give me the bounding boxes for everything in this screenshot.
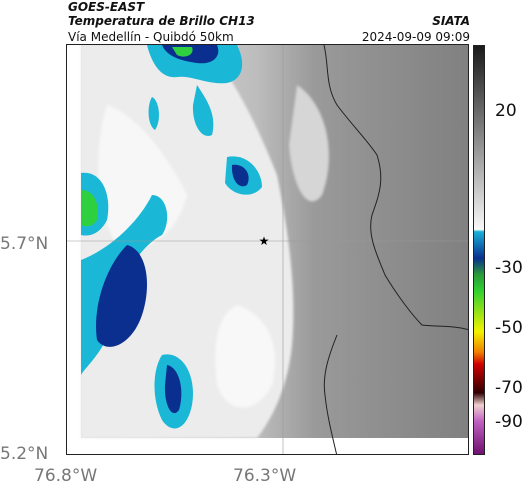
colorbar-tick: -90 (495, 412, 523, 432)
source-title: GOES-EAST (68, 0, 145, 14)
colorbar (473, 45, 485, 455)
colorbar-tick: -30 (495, 258, 523, 278)
colorbar-tick: -70 (495, 378, 523, 398)
credit-label: SIATA (432, 14, 470, 28)
location-star-icon: ★ (259, 234, 270, 248)
map-canvas: ★ (67, 45, 468, 454)
lat-label-south: 5.2°N (0, 444, 49, 464)
colorbar-scale (474, 46, 484, 454)
colorbar-tick: 20 (495, 101, 517, 121)
lon-label-east: 76.3°W (233, 466, 297, 486)
border-line (323, 45, 468, 331)
timestamp-label: 2024-09-09 09:09 (361, 30, 470, 44)
cold-cloud-tops (81, 45, 262, 429)
satellite-map[interactable]: ★ (66, 44, 469, 455)
colorbar-tick: -50 (495, 318, 523, 338)
lat-label-north: 5.7°N (0, 234, 49, 254)
coast-line (323, 334, 338, 454)
lon-label-west: 76.8°W (34, 466, 98, 486)
product-title: Temperatura de Brillo CH13 (68, 14, 255, 28)
region-subtitle: Vía Medellín - Quibdó 50km (68, 30, 234, 44)
